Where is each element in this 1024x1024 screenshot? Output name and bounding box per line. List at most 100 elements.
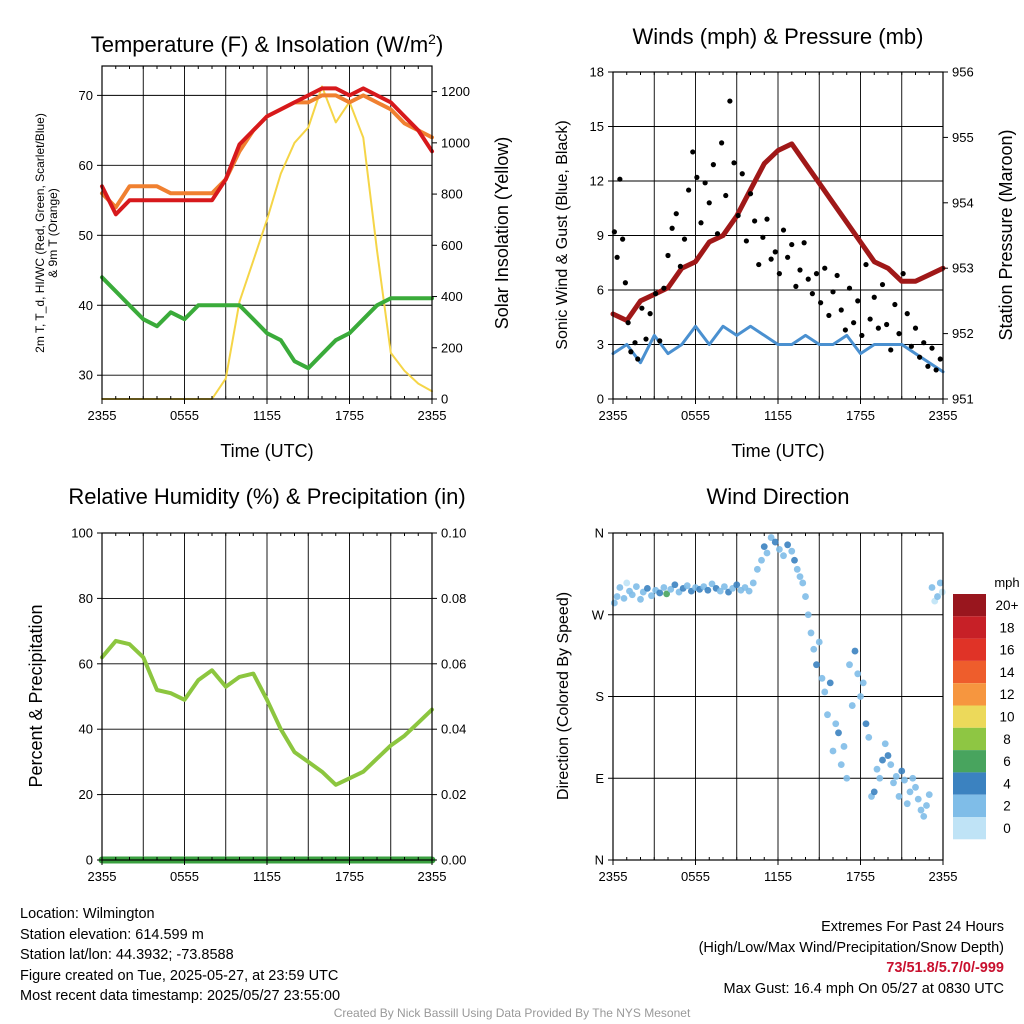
colorbar-swatch	[953, 638, 986, 661]
gust-point	[813, 271, 820, 277]
y2-tick-label: 200	[441, 340, 463, 355]
direction-point	[749, 579, 757, 587]
gust-point	[686, 187, 692, 193]
gust-point	[867, 316, 873, 322]
direction-point	[854, 670, 862, 678]
colorbar-swatch	[953, 772, 986, 795]
gust-point	[669, 225, 675, 231]
wind-x-axis-label: Time (UTC)	[731, 441, 824, 461]
direction-point	[704, 586, 712, 594]
gust-point	[620, 236, 626, 242]
direction-point	[758, 556, 765, 564]
series-relative-humidity	[100, 638, 434, 787]
colorbar-label: 20+	[996, 598, 1019, 613]
x-tick-label: 0555	[681, 869, 710, 884]
gust-point	[900, 271, 906, 277]
y2-tick-label: 0.00	[441, 853, 466, 868]
gust-point	[706, 200, 712, 206]
direction-point	[840, 743, 848, 750]
colorbar-label: 6	[1003, 754, 1011, 769]
gust-point	[801, 240, 807, 246]
gust-point	[647, 311, 653, 317]
gust-point	[632, 340, 638, 346]
colorbar-label: 2	[1003, 799, 1011, 814]
gust-point	[622, 280, 628, 286]
colorbar-swatch	[953, 794, 986, 817]
y-tick-label: 9	[597, 228, 604, 243]
colorbar-label: 16	[999, 643, 1014, 658]
direction-point	[716, 587, 724, 595]
direction-point	[780, 552, 787, 560]
extremes-title: Extremes For Past 24 Hours	[821, 919, 1004, 935]
direction-point	[791, 556, 798, 564]
direction-point	[784, 541, 792, 549]
gust-point	[639, 305, 645, 311]
y-tick-label: E	[595, 771, 604, 786]
direction-point	[760, 543, 768, 551]
gust-point	[888, 347, 894, 353]
y2-tick-label: 0.02	[441, 787, 466, 802]
figure-created: Figure created on Tue, 2025-05-27, at 23…	[20, 967, 339, 984]
gust-point	[653, 291, 659, 297]
y2-tick-label: 956	[952, 65, 974, 80]
direction-point	[720, 583, 728, 590]
humidity-chart-title: Relative Humidity (%) & Precipitation (i…	[68, 484, 465, 509]
temperature-ticks: 2355 0555 1155 1755 2355 30 40 50 60 70 0 200 400 600…	[79, 66, 470, 423]
direction-point	[745, 587, 753, 595]
direction-point	[637, 595, 644, 603]
direction-point	[898, 767, 906, 775]
gust-point	[818, 300, 824, 306]
station-location: Location: Wilmington	[20, 906, 155, 922]
direction-point	[613, 593, 621, 600]
gust-point	[797, 267, 803, 273]
y-tick-label: S	[595, 689, 604, 704]
direction-series-layer	[610, 534, 946, 820]
colorbar-swatch	[953, 750, 986, 773]
humidity-grid	[102, 533, 432, 860]
gust-point	[904, 311, 910, 317]
gust-point	[694, 174, 700, 180]
gust-point	[834, 272, 840, 279]
gust-point	[776, 271, 782, 277]
direction-point	[824, 711, 831, 719]
colorbar-label: 12	[999, 687, 1014, 702]
colorbar-label: 18	[999, 620, 1014, 635]
direction-point	[895, 793, 903, 800]
direction-point	[763, 549, 771, 557]
x-tick-label: 1155	[253, 408, 281, 423]
x-tick-label: 2355	[599, 408, 628, 423]
y-tick-label: 18	[590, 65, 604, 80]
credit-line: Created By Nick Bassill Using Data Provi…	[333, 1006, 691, 1020]
series-sonic-wind	[611, 324, 945, 374]
direction-point	[846, 661, 853, 669]
gust-point	[879, 281, 886, 288]
gust-point	[714, 231, 721, 237]
humidity-precip-panel: 2355 0555 1155 1755 23550204060801000.000.02…	[26, 484, 466, 884]
humidity-ticks: 2355 0555 1155 1755 23550204060801000.000.02…	[71, 526, 466, 885]
gust-point	[805, 276, 811, 282]
direction-point	[802, 593, 809, 600]
temperature-x-axis-label: Time (UTC)	[220, 441, 313, 461]
direction-point	[775, 545, 783, 553]
gust-point	[643, 336, 649, 342]
gust-point	[747, 191, 754, 197]
gust-point	[731, 160, 737, 166]
direction-point	[632, 583, 640, 590]
y2-tick-label: 0.06	[441, 656, 466, 671]
gust-point	[614, 254, 620, 260]
speed-colorbar: mph 20+ 18 16 14 12 10 8 6 4 2 0	[953, 575, 1020, 840]
gust-point	[842, 327, 848, 333]
gust-point	[661, 285, 667, 291]
temperature-insolation-panel: 2355 0555 1155 1755 2355 30 40 50 60 70 0 200 400 600…	[33, 31, 512, 461]
direction-point	[821, 688, 829, 696]
insolation-y-axis-label: Solar Insolation (Yellow)	[492, 137, 512, 329]
direction-point	[753, 565, 761, 573]
x-tick-label: 1755	[335, 408, 364, 423]
y-tick-label: 3	[597, 337, 604, 352]
gust-point	[768, 256, 774, 262]
direction-point	[914, 795, 922, 803]
y2-tick-label: 1200	[441, 84, 470, 99]
gust-point	[793, 283, 799, 289]
direction-point	[843, 774, 851, 782]
y-tick-label: 20	[79, 787, 93, 802]
